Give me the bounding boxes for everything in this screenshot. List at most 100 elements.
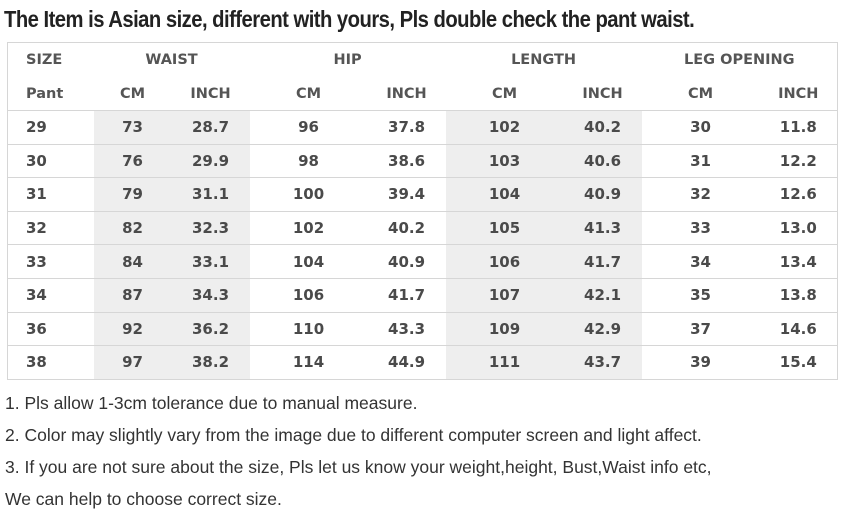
table-cell: 76	[93, 144, 172, 179]
table-cell: 14.6	[759, 312, 838, 347]
table-cell: 29	[7, 110, 94, 145]
header-size: SIZE	[26, 52, 63, 68]
table-cell: 97	[93, 345, 172, 380]
table-cell: 44.9	[367, 345, 446, 380]
table-row: 32 82 32.3 102 40.2 105 41.3 33 13.0	[7, 211, 838, 246]
table-cell: 104	[445, 177, 564, 212]
table-row: 38 97 38.2 114 44.9 111 43.7 39 15.4	[7, 345, 838, 380]
table-row: 30 76 29.9 98 38.6 103 40.6 31 12.2	[7, 144, 838, 179]
table-cell: 33.1	[171, 244, 250, 279]
table-cell: 13.0	[759, 211, 838, 246]
table-cell: 103	[445, 144, 564, 179]
table-row: 33 84 33.1 104 40.9 106 41.7 34 13.4	[7, 244, 838, 279]
table-cell: 31	[641, 144, 760, 179]
table-cell: 96	[249, 110, 368, 145]
table-cell: 38.6	[367, 144, 446, 179]
table-cell: 38	[7, 345, 94, 380]
note-size-help: 3. If you are not sure about the size, P…	[5, 457, 712, 477]
table-cell: 34	[641, 244, 760, 279]
table-cell: 32.3	[171, 211, 250, 246]
table-cell: 39.4	[367, 177, 446, 212]
subheader-hip-inch: INCH	[367, 77, 446, 111]
header-leg-opening: LEG OPENING	[684, 52, 795, 68]
subheader-pant: Pant	[7, 77, 94, 111]
table-cell: 100	[249, 177, 368, 212]
table-cell: 12.6	[759, 177, 838, 212]
table-cell: 42.1	[563, 278, 642, 313]
table-row: 36 92 36.2 110 43.3 109 42.9 37 14.6	[7, 312, 838, 347]
table-cell: 29.9	[171, 144, 250, 179]
table-row: 34 87 34.3 106 41.7 107 42.1 35 13.8	[7, 278, 838, 313]
size-chart-table: SIZE WAIST HIP LENGTH LEG OPENING Pant C…	[7, 42, 839, 380]
table-cell: 38.2	[171, 345, 250, 380]
table-cell: 37	[641, 312, 760, 347]
header-length: LENGTH	[511, 52, 577, 68]
table-cell: 40.2	[563, 110, 642, 145]
table-cell: 40.6	[563, 144, 642, 179]
table-cell: 39	[641, 345, 760, 380]
table-cell: 36.2	[171, 312, 250, 347]
note-color: 2. Color may slightly vary from the imag…	[5, 425, 702, 445]
table-cell: 41.7	[563, 244, 642, 279]
table-cell: 34.3	[171, 278, 250, 313]
table-cell: 98	[249, 144, 368, 179]
table-cell: 12.2	[759, 144, 838, 179]
table-cell: 107	[445, 278, 564, 313]
table-cell: 40.2	[367, 211, 446, 246]
table-cell: 43.3	[367, 312, 446, 347]
table-cell: 102	[249, 211, 368, 246]
table-cell: 87	[93, 278, 172, 313]
table-cell: 42.9	[563, 312, 642, 347]
table-cell: 34	[7, 278, 94, 313]
table-cell: 92	[93, 312, 172, 347]
table-row: 29 73 28.7 96 37.8 102 40.2 30 11.8	[7, 110, 838, 145]
table-cell: 110	[249, 312, 368, 347]
note-choose-size: We can help to choose correct size.	[5, 489, 282, 509]
table-cell: 102	[445, 110, 564, 145]
sub-header-row: Pant CM INCH CM INCH CM INCH CM INCH	[7, 77, 838, 111]
table-cell: 82	[93, 211, 172, 246]
table-cell: 13.8	[759, 278, 838, 313]
subheader-length-inch: INCH	[563, 77, 642, 111]
table-cell: 11.8	[759, 110, 838, 145]
table-cell: 28.7	[171, 110, 250, 145]
table-cell: 15.4	[759, 345, 838, 380]
table-cell: 32	[7, 211, 94, 246]
table-cell: 31	[7, 177, 94, 212]
table-cell: 41.3	[563, 211, 642, 246]
table-cell: 109	[445, 312, 564, 347]
table-cell: 40.9	[563, 177, 642, 212]
table-cell: 106	[249, 278, 368, 313]
notes-block: 1. Pls allow 1-3cm tolerance due to manu…	[5, 389, 845, 517]
page-title: The Item is Asian size, different with y…	[4, 6, 695, 32]
table-cell: 114	[249, 345, 368, 380]
table-cell: 13.4	[759, 244, 838, 279]
table-cell: 35	[641, 278, 760, 313]
subheader-hip-cm: CM	[249, 77, 368, 111]
subheader-length-cm: CM	[445, 77, 564, 111]
table-cell: 84	[93, 244, 172, 279]
table-cell: 111	[445, 345, 564, 380]
table-cell: 31.1	[171, 177, 250, 212]
table-cell: 36	[7, 312, 94, 347]
note-tolerance: 1. Pls allow 1-3cm tolerance due to manu…	[5, 393, 418, 413]
table-cell: 79	[93, 177, 172, 212]
group-header-row: SIZE WAIST HIP LENGTH LEG OPENING	[8, 43, 838, 78]
header-hip: HIP	[333, 52, 362, 68]
table-cell: 33	[641, 211, 760, 246]
table-cell: 43.7	[563, 345, 642, 380]
table-cell: 37.8	[367, 110, 446, 145]
table-cell: 32	[641, 177, 760, 212]
table-cell: 73	[93, 110, 172, 145]
subheader-waist-cm: CM	[93, 77, 172, 111]
table-cell: 30	[7, 144, 94, 179]
table-cell: 104	[249, 244, 368, 279]
table-cell: 105	[445, 211, 564, 246]
subheader-waist-inch: INCH	[171, 77, 250, 111]
table-cell: 41.7	[367, 278, 446, 313]
subheader-leg-inch: INCH	[759, 77, 838, 111]
table-cell: 40.9	[367, 244, 446, 279]
table-cell: 30	[641, 110, 760, 145]
table-cell: 33	[7, 244, 94, 279]
subheader-leg-cm: CM	[641, 77, 760, 111]
